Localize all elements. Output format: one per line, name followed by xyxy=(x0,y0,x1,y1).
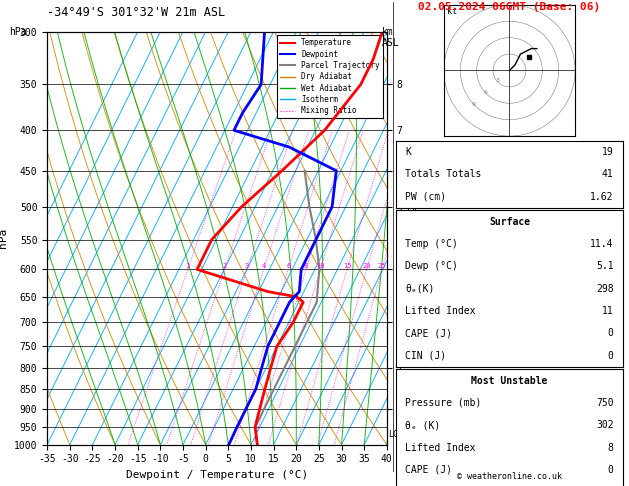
Text: 1: 1 xyxy=(186,263,190,269)
Text: Totals Totals: Totals Totals xyxy=(405,170,482,179)
Text: LCL: LCL xyxy=(388,430,403,439)
Text: Temp (°C): Temp (°C) xyxy=(405,239,458,249)
Text: CIN (J): CIN (J) xyxy=(405,351,447,361)
Text: PW (cm): PW (cm) xyxy=(405,192,447,202)
Text: 02.05.2024 06GMT (Base: 06): 02.05.2024 06GMT (Base: 06) xyxy=(418,2,601,13)
X-axis label: Dewpoint / Temperature (°C): Dewpoint / Temperature (°C) xyxy=(126,470,308,480)
Text: 10: 10 xyxy=(316,263,325,269)
Y-axis label: hPa: hPa xyxy=(0,228,8,248)
Text: Dewp (°C): Dewp (°C) xyxy=(405,261,458,271)
Text: 41: 41 xyxy=(602,170,614,179)
Legend: Temperature, Dewpoint, Parcel Trajectory, Dry Adiabat, Wet Adiabat, Isotherm, Mi: Temperature, Dewpoint, Parcel Trajectory… xyxy=(277,35,383,118)
Text: 298: 298 xyxy=(596,284,614,294)
Text: 0: 0 xyxy=(608,351,614,361)
Text: 0: 0 xyxy=(608,465,614,475)
Y-axis label: Mixing Ratio (g/kg): Mixing Ratio (g/kg) xyxy=(406,182,416,294)
Text: 4: 4 xyxy=(262,263,266,269)
Text: Surface: Surface xyxy=(489,217,530,226)
Text: 9: 9 xyxy=(472,102,476,107)
Text: 6: 6 xyxy=(286,263,291,269)
Text: 1.62: 1.62 xyxy=(590,192,614,202)
Text: 11.4: 11.4 xyxy=(590,239,614,249)
Text: 3: 3 xyxy=(496,78,499,83)
Text: 6: 6 xyxy=(484,90,488,95)
Text: Pressure (mb): Pressure (mb) xyxy=(405,398,482,408)
Text: θₑ (K): θₑ (K) xyxy=(405,420,440,430)
Text: 19: 19 xyxy=(602,147,614,157)
Text: 8: 8 xyxy=(608,443,614,452)
Text: 15: 15 xyxy=(343,263,352,269)
Text: kt: kt xyxy=(447,7,457,17)
Text: 3: 3 xyxy=(245,263,249,269)
Text: 0: 0 xyxy=(608,329,614,338)
Text: -34°49'S 301°32'W 21m ASL: -34°49'S 301°32'W 21m ASL xyxy=(47,6,225,19)
Text: hPa: hPa xyxy=(9,27,27,37)
Text: © weatheronline.co.uk: © weatheronline.co.uk xyxy=(457,472,562,481)
Text: 750: 750 xyxy=(596,398,614,408)
Text: Lifted Index: Lifted Index xyxy=(405,306,476,316)
Text: Lifted Index: Lifted Index xyxy=(405,443,476,452)
Text: CAPE (J): CAPE (J) xyxy=(405,465,452,475)
Text: θₑ(K): θₑ(K) xyxy=(405,284,435,294)
Text: 11: 11 xyxy=(602,306,614,316)
Text: km
ASL: km ASL xyxy=(382,27,399,48)
Text: Most Unstable: Most Unstable xyxy=(471,376,548,385)
Text: K: K xyxy=(405,147,411,157)
Text: 302: 302 xyxy=(596,420,614,430)
Text: 25: 25 xyxy=(378,263,386,269)
Text: 2: 2 xyxy=(222,263,226,269)
Text: 5.1: 5.1 xyxy=(596,261,614,271)
Text: CAPE (J): CAPE (J) xyxy=(405,329,452,338)
Text: 20: 20 xyxy=(362,263,371,269)
Text: 8: 8 xyxy=(304,263,308,269)
